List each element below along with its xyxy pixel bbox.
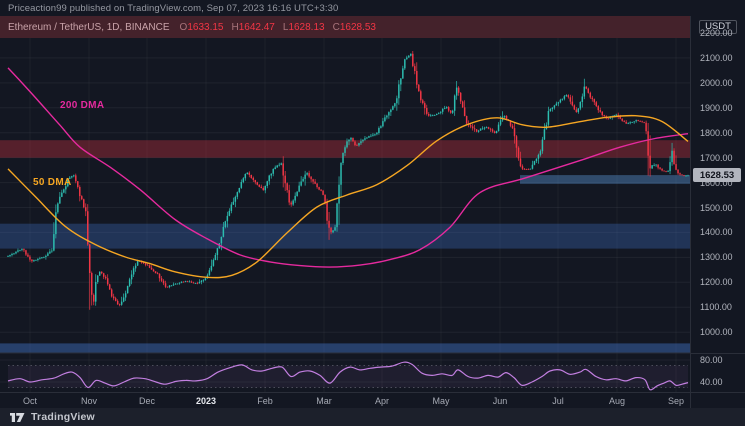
time-tick-label: 2023: [195, 396, 217, 406]
time-tick-label: Apr: [374, 396, 389, 406]
ohlc-high: H 1642.47: [231, 21, 275, 33]
gridlines: [0, 38, 690, 392]
ma50-line[interactable]: [7, 114, 689, 279]
currency-unit-button[interactable]: USDT: [699, 20, 737, 34]
time-tick-label: Dec: [138, 396, 155, 406]
price-axis[interactable]: 2200.00 2100.00 2000.00 1900.00 1800.00 1700.…: [690, 28, 745, 392]
price-tick-label: 2200.00: [700, 28, 733, 38]
tradingview-logo-icon[interactable]: [10, 411, 25, 424]
price-tick-label: 1900.00: [700, 102, 733, 113]
price-axis-header: USDT: [690, 16, 745, 38]
time-tick-label: Aug: [608, 396, 625, 406]
time-tick-label: Feb: [257, 396, 273, 406]
chart-layer: 200 DMA 50 DMA: [0, 38, 690, 392]
time-tick-label: Jun: [492, 396, 508, 406]
time-tick-label: Mar: [316, 396, 332, 406]
time-tick-label: Oct: [22, 396, 37, 406]
ohlc-low: L 1628.13: [282, 21, 325, 33]
indicator-tick-label: 80.00: [700, 355, 723, 365]
time-tick-label: May: [432, 396, 450, 406]
ohlc-values: O 1633.15 H 1642.47 L 1628.13 C 1628.53: [180, 22, 376, 33]
rsi-pane[interactable]: [0, 359, 690, 391]
rsi-line[interactable]: [7, 361, 689, 391]
ohlc-open: O 1633.15: [179, 21, 224, 33]
symbol-header[interactable]: Ethereum / TetherUS, 1D, BINANCE O 1633.1…: [0, 16, 690, 38]
price-tick-label: 1600.00: [700, 177, 733, 188]
last-price-label: 1628.53: [693, 168, 741, 182]
time-axis-corner: [690, 392, 745, 408]
support-zone-low[interactable]: [0, 343, 690, 353]
time-tick-label: Jul: [552, 396, 564, 406]
price-tick-label: 1800.00: [700, 127, 733, 138]
attribution-text: Priceaction99 published on TradingView.c…: [8, 2, 339, 14]
symbol-header-row: Ethereum / TetherUS, 1D, BINANCE O 1633.1…: [0, 16, 745, 38]
price-chart[interactable]: [0, 38, 690, 392]
price-tick-label: 2100.00: [700, 52, 733, 63]
support-zone-mid[interactable]: [0, 223, 690, 249]
price-tick-label: 1100.00: [700, 302, 732, 313]
price-tick-label: 1700.00: [700, 152, 733, 163]
attribution-bar: Priceaction99 published on TradingView.c…: [0, 0, 745, 16]
ohlc-close: C 1628.53: [332, 21, 376, 33]
time-tick-label: Nov: [80, 396, 97, 406]
price-zones[interactable]: [0, 140, 690, 353]
support-zone-minor[interactable]: [520, 175, 690, 184]
price-tick-label: 1200.00: [700, 277, 733, 288]
candlestick-series: [7, 51, 689, 310]
symbol-title: Ethereum / TetherUS, 1D, BINANCE: [8, 21, 170, 33]
footer-bar: TradingView: [0, 408, 745, 426]
ma200-line[interactable]: [7, 67, 689, 268]
ma50-annotation-label[interactable]: 50 DMA: [33, 177, 72, 188]
price-tick-label: 1300.00: [700, 252, 733, 263]
ma200-annotation-label[interactable]: 200 DMA: [60, 100, 105, 111]
time-tick-label: Sep: [667, 396, 684, 406]
price-tick-label: 1000.00: [700, 327, 733, 338]
time-axis[interactable]: Oct Nov Dec 2023 Feb Mar Apr May Jun Jul Aug Sep: [0, 392, 690, 408]
brand-name[interactable]: TradingView: [31, 411, 95, 423]
pane-separator[interactable]: [691, 353, 745, 354]
price-tick-label: 1500.00: [700, 202, 733, 213]
price-tick-label: 1400.00: [700, 227, 733, 238]
indicator-tick-label: 40.00: [700, 377, 723, 387]
price-tick-label: 2000.00: [700, 77, 733, 88]
